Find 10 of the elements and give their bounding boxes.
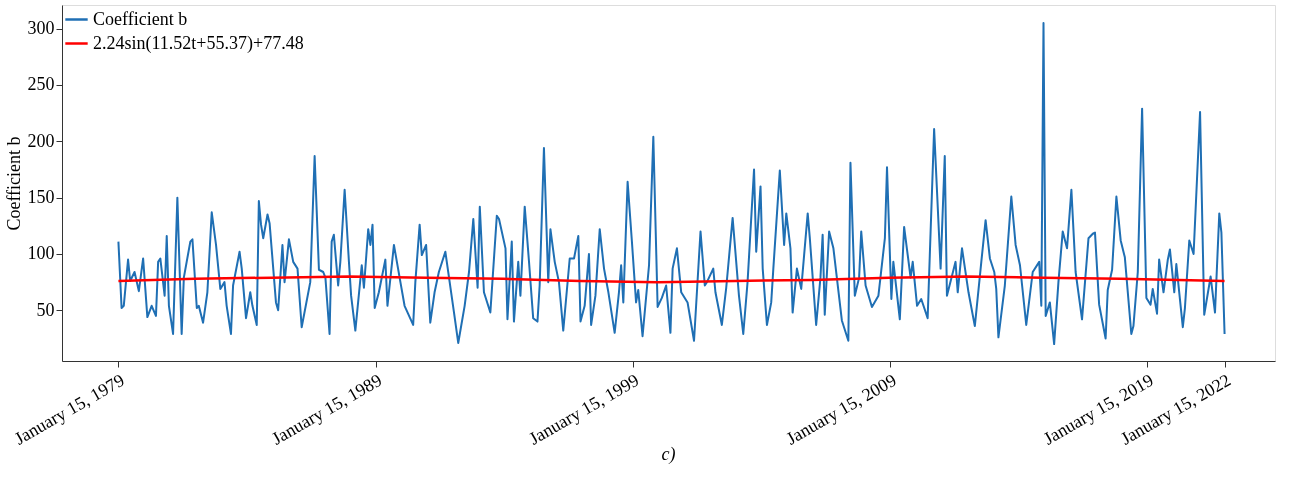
y-tick-label: 250 — [27, 74, 55, 95]
y-tick-label: 200 — [27, 130, 55, 151]
y-tick-label: 300 — [27, 18, 55, 39]
text: c) — [661, 444, 676, 466]
legend-label: 2.24sin(11.52t+55.37)+77.48 — [93, 32, 304, 54]
y-axis-title: Coefficient b — [3, 136, 24, 231]
y-tick-label: 100 — [27, 243, 55, 264]
y-tick-label: 50 — [36, 299, 55, 320]
legend-label: Coefficient b — [93, 8, 188, 29]
y-tick-label: 150 — [27, 187, 55, 208]
